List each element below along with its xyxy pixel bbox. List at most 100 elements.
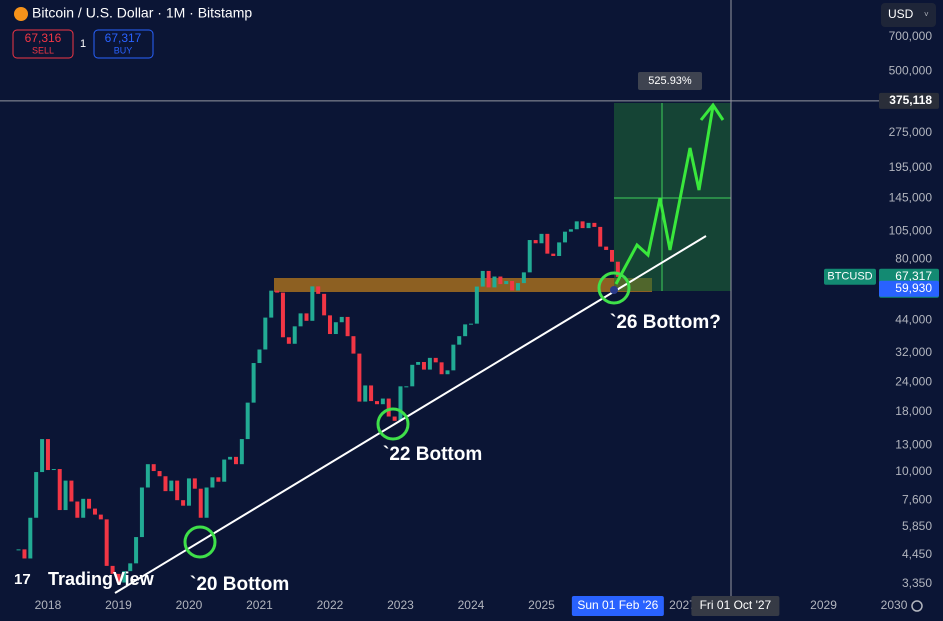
quantity: 1	[80, 38, 86, 50]
candle	[57, 469, 62, 511]
candle	[157, 471, 162, 477]
y-tick-label: 10,000	[895, 464, 932, 478]
sell-button[interactable]	[12, 29, 74, 59]
projection-label: 525.93%	[648, 75, 692, 87]
bottom-circle	[597, 271, 631, 305]
buy-label: BUY	[114, 45, 133, 55]
candle	[251, 363, 256, 403]
y-tick-label: 32,000	[895, 345, 932, 359]
x-tick-label: 2019	[105, 598, 132, 612]
candle	[416, 361, 421, 365]
x-tick-label: 2022	[317, 598, 344, 612]
candle	[192, 478, 197, 489]
projection-arrowhead	[699, 102, 725, 121]
candle	[375, 401, 380, 405]
candle	[292, 326, 297, 344]
candle	[92, 508, 97, 515]
candle	[216, 477, 221, 482]
candle	[228, 456, 233, 460]
point-marker	[610, 286, 618, 294]
y-tick-label: 5,850	[902, 519, 932, 533]
sell-label: SELL	[32, 45, 54, 55]
candle	[163, 476, 168, 492]
candle	[322, 293, 327, 316]
y-tick-label: 24,000	[895, 375, 932, 389]
candle	[304, 313, 309, 321]
sell-price: 67,316	[25, 31, 62, 45]
candle	[580, 221, 585, 229]
candle	[104, 519, 109, 566]
candle	[28, 517, 33, 559]
time-label-box	[691, 596, 780, 616]
buy-price: 67,317	[105, 31, 142, 45]
candle	[498, 276, 503, 285]
y-tick-label: 145,000	[889, 190, 933, 204]
candle	[516, 283, 521, 291]
candle	[404, 386, 409, 388]
candle	[521, 272, 526, 284]
price-label: 59,930	[895, 281, 932, 295]
y-tick-label: 80,000	[895, 251, 932, 265]
candle	[386, 398, 391, 417]
candle	[116, 573, 121, 583]
logo-icon: 17	[14, 571, 31, 588]
candle	[510, 281, 515, 291]
candle	[539, 233, 544, 244]
candle	[410, 364, 415, 387]
candle	[69, 480, 74, 502]
candle	[257, 349, 262, 364]
candle	[445, 370, 450, 375]
candle	[122, 571, 127, 583]
candle	[34, 472, 39, 518]
candle	[574, 221, 579, 230]
candle	[562, 231, 567, 243]
candle	[439, 362, 444, 375]
y-tick-label: 3,350	[902, 576, 932, 590]
x-tick-label: 2018	[35, 598, 62, 612]
y-tick-label: 105,000	[889, 223, 933, 237]
candle	[233, 456, 238, 465]
price-label-box	[879, 92, 939, 109]
symbol-tag-box	[824, 268, 876, 285]
candle	[204, 487, 209, 518]
candle	[586, 222, 591, 229]
y-tick-label: 195,000	[889, 160, 933, 174]
price-label-box	[879, 280, 939, 297]
x-tick-label: 2027	[669, 598, 696, 612]
x-tick-label: 2030	[881, 598, 908, 612]
candle	[363, 385, 368, 402]
candle	[339, 316, 344, 323]
candle	[474, 286, 479, 324]
x-tick-label: 2029	[810, 598, 837, 612]
symbol-title: Bitcoin / U.S. Dollar · 1M · Bitstamp	[32, 5, 252, 21]
resistance-zone	[274, 278, 652, 292]
currency: USD	[888, 7, 914, 21]
candle	[239, 439, 244, 465]
bottom-circle	[183, 525, 217, 559]
candle	[486, 270, 491, 288]
candle	[568, 229, 573, 232]
candle	[598, 226, 603, 247]
candle	[551, 253, 556, 256]
candle	[16, 549, 21, 551]
price-label: 375,118	[889, 93, 932, 107]
candle	[22, 549, 27, 559]
candle	[392, 416, 397, 421]
candle	[286, 337, 291, 344]
annotation: `22 Bottom	[383, 444, 482, 465]
settings-button[interactable]	[911, 600, 923, 612]
time-label: Sun 01 Feb '26	[577, 598, 658, 612]
candle	[557, 242, 562, 256]
candles	[16, 221, 620, 583]
buy-button[interactable]	[93, 29, 154, 59]
candle	[451, 344, 456, 371]
y-tick-label: 18,000	[895, 404, 932, 418]
candle	[210, 477, 215, 488]
currency-dropdown[interactable]	[881, 3, 936, 27]
candle	[316, 286, 321, 294]
x-tick-label: 2023	[387, 598, 414, 612]
candle	[527, 240, 532, 273]
candle	[151, 464, 156, 472]
y-tick-label: 13,000	[895, 437, 932, 451]
candle	[145, 464, 150, 488]
